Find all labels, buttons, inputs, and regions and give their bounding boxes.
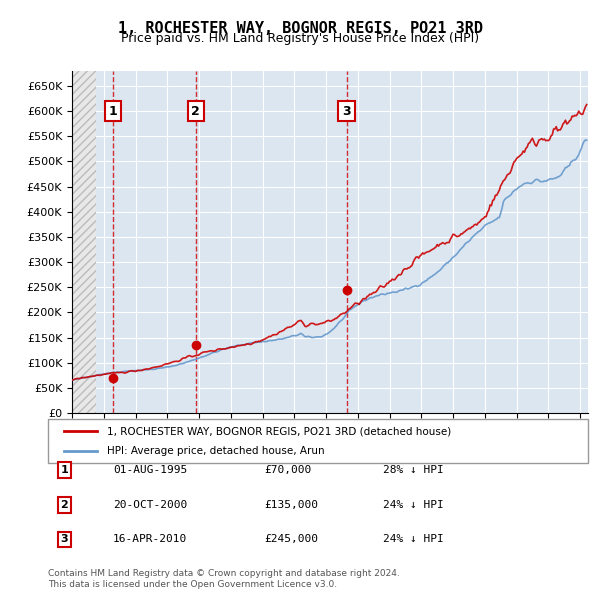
Text: 1, ROCHESTER WAY, BOGNOR REGIS, PO21 3RD (detached house): 1, ROCHESTER WAY, BOGNOR REGIS, PO21 3RD…: [107, 427, 452, 436]
Text: 20-OCT-2000: 20-OCT-2000: [113, 500, 187, 510]
Text: £245,000: £245,000: [264, 535, 318, 545]
Text: Contains HM Land Registry data © Crown copyright and database right 2024.
This d: Contains HM Land Registry data © Crown c…: [48, 569, 400, 589]
Text: 24% ↓ HPI: 24% ↓ HPI: [383, 535, 443, 545]
Text: £135,000: £135,000: [264, 500, 318, 510]
Text: 2: 2: [61, 500, 68, 510]
Text: 3: 3: [61, 535, 68, 545]
Text: 1: 1: [61, 465, 68, 475]
Text: 1: 1: [109, 104, 118, 117]
Text: 16-APR-2010: 16-APR-2010: [113, 535, 187, 545]
Text: 28% ↓ HPI: 28% ↓ HPI: [383, 465, 443, 475]
Text: 2: 2: [191, 104, 200, 117]
Text: £70,000: £70,000: [264, 465, 311, 475]
Text: 24% ↓ HPI: 24% ↓ HPI: [383, 500, 443, 510]
Text: 3: 3: [342, 104, 351, 117]
Text: 1, ROCHESTER WAY, BOGNOR REGIS, PO21 3RD: 1, ROCHESTER WAY, BOGNOR REGIS, PO21 3RD: [118, 21, 482, 35]
Text: HPI: Average price, detached house, Arun: HPI: Average price, detached house, Arun: [107, 446, 325, 455]
Bar: [72, 71, 96, 413]
Text: 01-AUG-1995: 01-AUG-1995: [113, 465, 187, 475]
FancyBboxPatch shape: [48, 419, 588, 463]
Text: Price paid vs. HM Land Registry's House Price Index (HPI): Price paid vs. HM Land Registry's House …: [121, 32, 479, 45]
